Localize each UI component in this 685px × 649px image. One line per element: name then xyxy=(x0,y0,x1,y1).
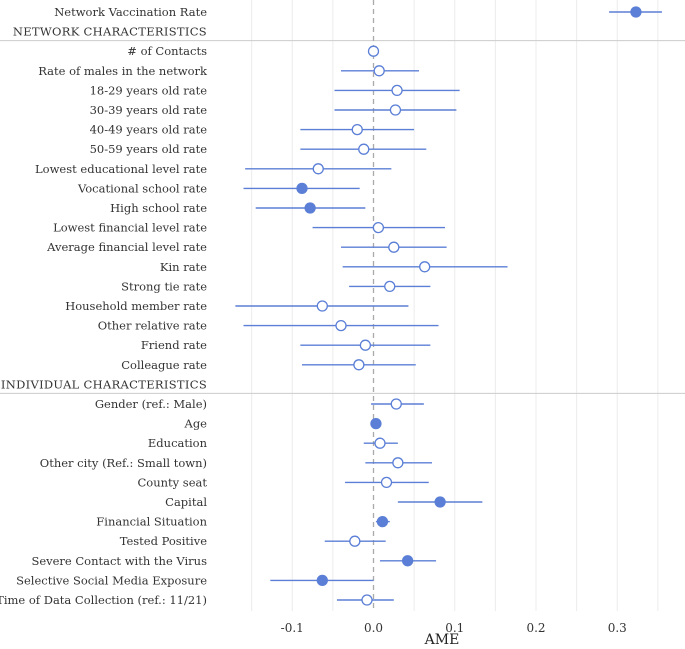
x-tick-label-0: -0.1 xyxy=(281,621,304,635)
row-label-11: Lowest financial level rate xyxy=(53,221,207,235)
estimate-point-8 xyxy=(312,163,324,175)
row-label-8: Lowest educational level rate xyxy=(35,162,207,176)
estimate-point-9 xyxy=(296,182,308,195)
row-label-7: 50-59 years old rate xyxy=(90,142,208,156)
x-axis-ticks: -0.1 0.0 0.1 0.2 0.3 xyxy=(281,621,627,635)
estimate-point-12 xyxy=(388,241,400,253)
grid-layer xyxy=(251,0,659,611)
estimate-point-0 xyxy=(630,6,642,18)
estimate-point-13 xyxy=(419,261,431,273)
estimate-point-10 xyxy=(304,202,316,214)
estimate-point-14 xyxy=(384,280,396,293)
row-label-14: Strong tie rate xyxy=(121,279,207,293)
estimate-point-30 xyxy=(361,594,373,606)
row-label-21: Age xyxy=(184,417,208,431)
row-label-22: Education xyxy=(148,436,208,450)
row-label-6: 40-49 years old rate xyxy=(90,123,208,137)
row-label-28: Severe Contact with the Virus xyxy=(31,554,207,568)
row-label-26: Financial Situation xyxy=(96,515,207,529)
row-labels: Network Vaccination Rate NETWORK CHARACTE… xyxy=(0,5,208,607)
row-label-23: Other city (Ref.: Small town) xyxy=(40,456,207,470)
row-label-2: # of Contacts xyxy=(127,44,207,58)
estimate-point-4 xyxy=(391,84,403,97)
estimate-point-29 xyxy=(316,574,328,587)
estimate-point-24 xyxy=(380,476,393,489)
row-label-5: 30-39 years old rate xyxy=(90,103,208,117)
row-label-13: Kin rate xyxy=(160,260,207,274)
x-tick-label-2: 0.1 xyxy=(445,621,464,635)
row-label-4: 18-29 years old rate xyxy=(90,83,208,97)
row-label-18: Colleague rate xyxy=(121,358,207,372)
row-label-24: County seat xyxy=(138,475,208,489)
row-label-3: Rate of males in the network xyxy=(38,64,208,78)
estimate-point-11 xyxy=(372,221,385,234)
row-label-27: Tested Positive xyxy=(120,534,208,548)
estimate-point-23 xyxy=(392,457,404,469)
section-label-19: INDIVIDUAL CHARACTERISTICS xyxy=(1,377,207,391)
estimate-point-2 xyxy=(367,45,380,57)
estimate-point-5 xyxy=(389,104,402,116)
row-label-15: Household member rate xyxy=(65,299,207,313)
estimate-point-20 xyxy=(390,398,402,410)
estimate-point-22 xyxy=(374,437,386,449)
row-label-30: Time of Data Collection (ref.: 11/21) xyxy=(0,593,207,607)
row-label-10: High school rate xyxy=(110,201,207,215)
x-tick-label-3: 0.2 xyxy=(526,621,545,635)
row-label-16: Other relative rate xyxy=(98,319,207,333)
estimate-point-15 xyxy=(316,300,328,312)
estimate-point-21 xyxy=(370,417,382,430)
estimate-point-28 xyxy=(401,555,414,567)
estimate-marks xyxy=(235,6,662,606)
row-label-9: Vocational school rate xyxy=(77,181,207,195)
estimate-point-16 xyxy=(335,319,347,332)
row-label-17: Friend rate xyxy=(141,338,207,352)
estimate-point-27 xyxy=(349,535,361,547)
section-dividers xyxy=(0,40,685,394)
section-label-1: NETWORK CHARACTERISTICS xyxy=(13,25,207,39)
estimate-point-17 xyxy=(359,339,372,351)
estimate-point-3 xyxy=(373,65,385,77)
estimate-point-18 xyxy=(353,359,365,371)
x-axis-title: AME xyxy=(424,632,460,648)
row-label-29: Selective Social Media Exposure xyxy=(16,573,207,587)
estimate-point-26 xyxy=(376,515,389,528)
row-label-0: Network Vaccination Rate xyxy=(54,5,207,19)
estimate-point-6 xyxy=(351,123,363,136)
estimate-point-7 xyxy=(358,143,370,155)
estimate-point-25 xyxy=(434,496,446,508)
x-tick-label-1: 0.0 xyxy=(364,621,383,635)
row-label-25: Capital xyxy=(165,495,207,509)
row-label-12: Average financial level rate xyxy=(46,240,207,254)
row-label-20: Gender (ref.: Male) xyxy=(95,397,207,411)
x-tick-label-4: 0.3 xyxy=(608,621,627,635)
